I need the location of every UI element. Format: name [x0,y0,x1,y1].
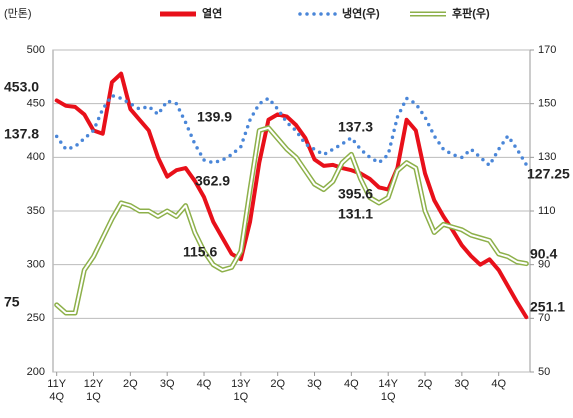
series-line [54,93,529,168]
legend-label: 열연 [202,6,222,20]
annotation: 127.25 [527,166,570,182]
y-tick-label: 350 [27,205,45,217]
annotation: 131.1 [338,206,373,222]
annotation: 453.0 [4,79,39,95]
y2-tick-label: 170 [538,44,556,56]
x-tick-label: 4Q [197,378,212,390]
x-tick-label: 4Q [491,378,506,390]
annotation: 137.8 [4,126,39,142]
annotation: 90.4 [530,246,557,262]
x-tick-label: 13Y 1Q [231,378,251,403]
y-tick-label: 250 [27,312,45,324]
x-tick-label: 2Q [270,378,285,390]
y2-tick-label: 150 [538,98,556,110]
annotation: 251.1 [530,299,565,315]
y2-tick-label: 90 [538,259,550,271]
y2-tick-label: 110 [538,205,556,217]
y-tick-label: 450 [27,98,45,110]
series-line [54,71,529,320]
y-tick-label: 200 [27,366,45,378]
annotation: 362.9 [195,173,230,189]
y2-tick-label: 70 [538,312,550,324]
y-tick-label: 300 [27,259,45,271]
y-axis-label: (만톤) [4,7,32,20]
x-tick-label: 3Q [455,378,470,390]
annotation: 137.3 [338,119,373,135]
legend-label: 후판(우) [452,6,490,20]
x-tick-label: 3Q [307,378,322,390]
annotation: 115.6 [183,244,217,260]
x-tick-label: 2Q [123,378,138,390]
x-tick-label: 2Q [418,378,433,390]
y-tick-label: 400 [27,151,45,163]
annotation: 75 [4,294,20,310]
x-tick-label: 4Q [344,378,359,390]
x-tick-label: 14Y 1Q [378,378,398,403]
y2-tick-label: 130 [538,151,556,163]
x-tick-label: 3Q [160,378,175,390]
series-line-inner [55,126,528,314]
annotation: 139.9 [197,109,232,125]
y-tick-label: 500 [27,44,45,56]
legend-label: 냉연(우) [342,6,380,20]
annotation: 395.6 [338,186,373,202]
x-tick-label: 11Y 4Q [47,378,66,403]
x-tick-label: 12Y 1Q [84,378,104,403]
y2-tick-label: 50 [538,366,550,378]
